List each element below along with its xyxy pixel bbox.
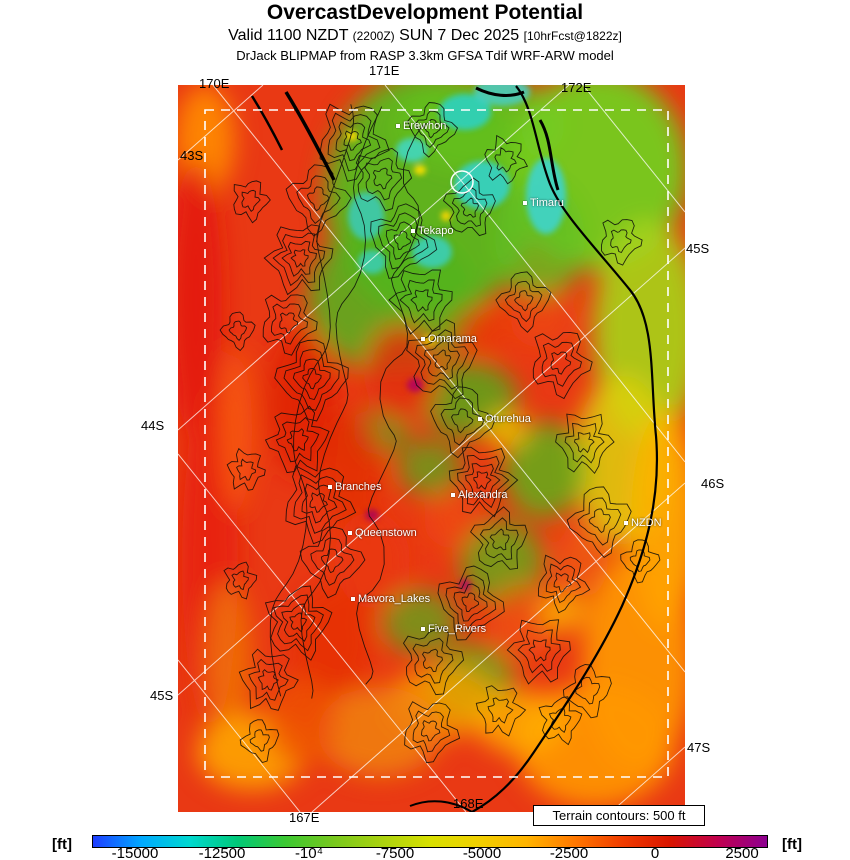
place-name: Timaru <box>530 197 564 209</box>
page-title: OvercastDevelopment Potential <box>266 1 584 24</box>
grid-label-46s: 46S <box>701 476 725 491</box>
grid-label-167e: 167E <box>289 810 320 825</box>
grid-label-43s: 43S <box>180 148 204 163</box>
place-name: NZDN <box>631 517 662 529</box>
place-name: Queenstown <box>355 527 417 539</box>
place-dot <box>411 229 415 234</box>
graticule-lines <box>178 85 685 812</box>
valid-line: Valid 1100 NZDT (2200Z) SUN 7 Dec 2025 [… <box>0 27 850 45</box>
forecast-map-figure <box>178 85 685 812</box>
place-dot <box>523 201 527 206</box>
place-dot <box>328 485 332 490</box>
place-dot <box>351 597 355 602</box>
grid-label-47s: 47S <box>687 740 711 755</box>
valid-fcst: [10hrFcst@1822z] <box>523 29 622 43</box>
place-label-branches: Branches <box>328 481 381 493</box>
place-label-tekapo: Tekapo <box>411 225 453 237</box>
place-dot <box>396 124 400 129</box>
place-name: Tekapo <box>418 225 454 237</box>
colorbar-tick: -2500 <box>549 845 589 860</box>
valid-zulu: (2200Z) <box>352 29 395 43</box>
colorbar-tick: 2500 <box>725 845 759 860</box>
place-name: Alexandra <box>458 489 508 501</box>
place-name: Erewhon <box>403 120 447 132</box>
colorbar-tick: -10⁴ <box>294 845 324 860</box>
place-label-timaru: Timaru <box>523 197 564 209</box>
place-dot <box>421 627 425 632</box>
grid-label-171e: 171E <box>369 63 400 78</box>
colorbar-unit-right: [ft] <box>782 836 802 853</box>
grid-label-45s-right: 45S <box>686 241 710 256</box>
model-line: DrJack BLIPMAP from RASP 3.3km GFSA Tdif… <box>236 48 614 63</box>
place-name: Oturehua <box>485 413 531 425</box>
domain-boundary-dashed-box <box>204 109 669 778</box>
place-name: Five_Rivers <box>428 623 487 635</box>
place-label-nzdn: NZDN <box>624 517 662 529</box>
colorbar-tick: -7500 <box>375 845 415 860</box>
coastline <box>250 85 659 812</box>
place-label-queenstown: Queenstown <box>348 527 417 539</box>
grid-label-172e: 172E <box>561 80 592 95</box>
grid-label-168e: 168E <box>453 796 484 811</box>
place-name: Omarama <box>428 333 477 345</box>
place-dot <box>451 493 455 498</box>
place-dot <box>421 337 425 342</box>
grid-label-45s-left: 45S <box>150 688 174 703</box>
terrain-contours-legend: Terrain contours: 500 ft <box>533 805 705 826</box>
place-label-mavora-lakes: Mavora_Lakes <box>351 593 430 605</box>
place-label-five-rivers: Five_Rivers <box>421 623 486 635</box>
place-label-alexandra: Alexandra <box>451 489 508 501</box>
grid-label-44s: 44S <box>141 418 165 433</box>
colorbar-tick: -5000 <box>462 845 502 860</box>
place-label-erewhon: Erewhon <box>396 120 446 132</box>
valid-date: SUN 7 Dec 2025 <box>399 27 520 44</box>
map-canvas <box>178 85 685 812</box>
colorbar-tick: 0 <box>650 845 660 860</box>
place-name: Mavora_Lakes <box>358 593 431 605</box>
terrain-contour-lines <box>219 102 661 764</box>
place-label-omarama: Omarama <box>421 333 477 345</box>
place-dot <box>478 417 482 422</box>
colorbar-tick: -12500 <box>198 845 246 860</box>
place-name: Branches <box>335 481 382 493</box>
colorbar-unit-left: [ft] <box>52 836 72 853</box>
colorbar-tick: -15000 <box>111 845 159 860</box>
colorbar-gradient <box>92 835 768 848</box>
glacier-marker <box>450 170 474 194</box>
grid-label-170e: 170E <box>199 76 230 91</box>
place-label-oturehua: Oturehua <box>478 413 531 425</box>
valid-time: Valid 1100 NZDT <box>228 27 349 44</box>
place-dot <box>348 531 352 536</box>
place-dot <box>624 521 628 526</box>
